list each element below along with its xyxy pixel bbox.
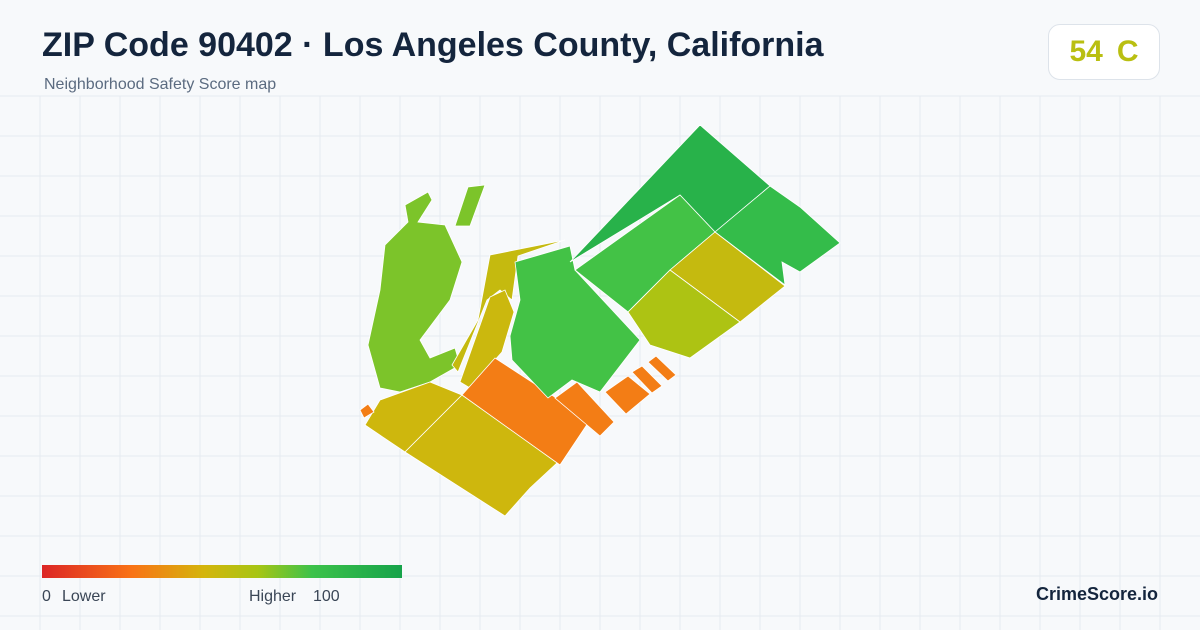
region <box>627 269 741 359</box>
subtitle: Neighborhood Safety Score map <box>44 76 277 93</box>
grade: C <box>1116 35 1139 68</box>
legend-min: 0 <box>42 588 51 605</box>
legend-max-label: Higher <box>249 588 297 605</box>
region <box>714 185 841 286</box>
legend-gradient <box>42 565 402 578</box>
legend-min-label: Lower <box>62 588 106 605</box>
brand: CrimeScore.io <box>1035 584 1158 604</box>
region <box>454 184 486 227</box>
region <box>359 403 375 419</box>
region <box>459 289 515 389</box>
title: ZIP Code 90402 · Los Angeles County, Cal… <box>42 26 824 64</box>
region <box>631 365 663 394</box>
region <box>364 381 463 453</box>
region <box>554 381 615 437</box>
score-badge: 54 C <box>1048 24 1160 80</box>
regions <box>359 124 841 517</box>
region <box>367 191 463 393</box>
score: 54 <box>1069 35 1103 68</box>
region <box>509 245 641 399</box>
region <box>604 375 651 415</box>
region <box>647 355 677 382</box>
region <box>404 394 559 517</box>
legend-max: 100 <box>313 588 340 605</box>
